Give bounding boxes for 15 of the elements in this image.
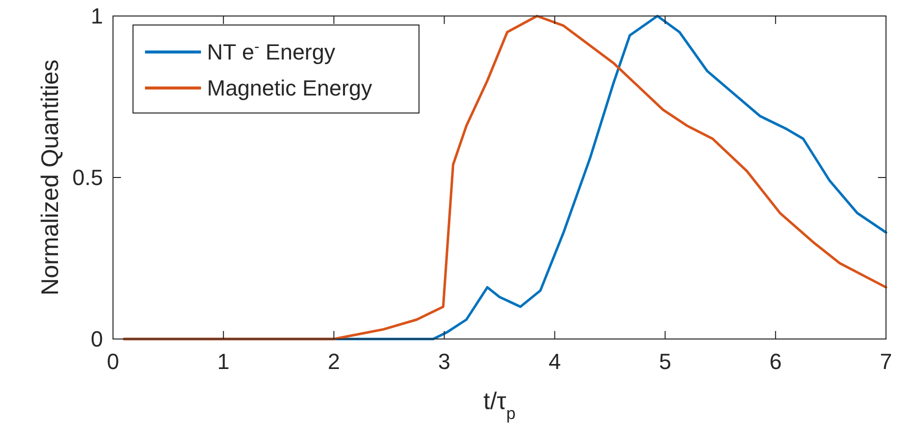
x-axis-title: t/τ$_{p}$	[483, 388, 516, 422]
y-tick-label: 0.5	[72, 165, 103, 190]
x-tick-label: 2	[328, 349, 340, 374]
legend-label: Magnetic Energy	[207, 76, 372, 101]
x-tick-label: 0	[106, 349, 120, 374]
y-tick-label: 0	[90, 326, 103, 352]
y-axis-title: Normalized Quantities	[37, 59, 64, 296]
x-tick-label: 4	[548, 349, 561, 374]
x-tick-label: 1	[217, 349, 230, 374]
x-tick-label: 6	[769, 349, 782, 374]
x-tick-label: 5	[659, 349, 672, 374]
x-tick-label: 3	[438, 349, 450, 374]
x-tick-label: 7	[880, 349, 892, 374]
y-tick-label: 1	[90, 4, 103, 29]
legend-label: NT e$^{-}$ Energy	[207, 38, 336, 65]
